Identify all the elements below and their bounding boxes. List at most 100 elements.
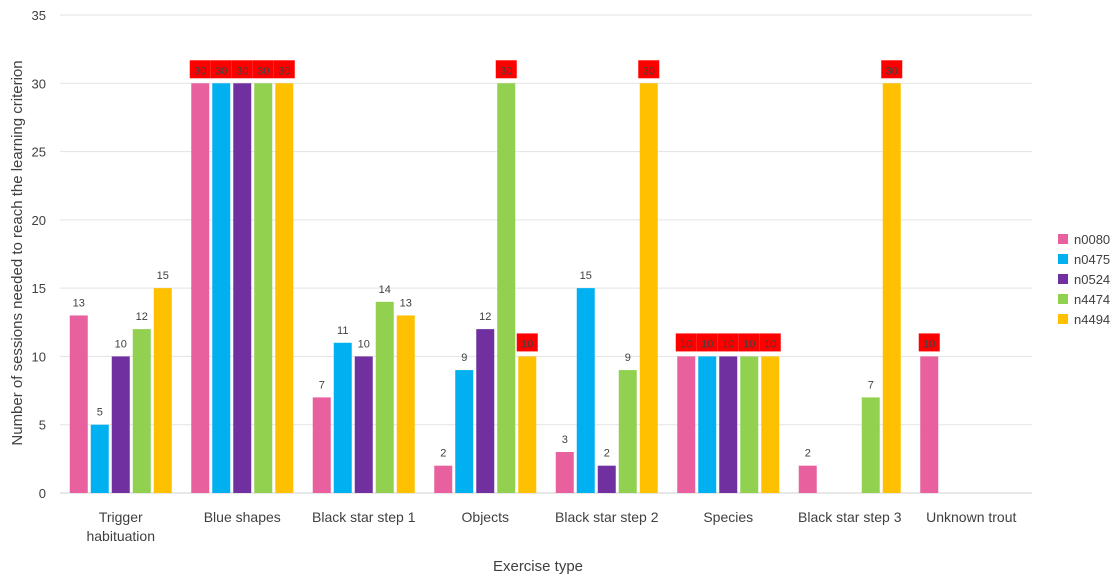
data-label: 10	[115, 338, 127, 350]
data-label: 11	[337, 325, 348, 337]
bar-n0475	[698, 356, 717, 493]
bar-n0524	[719, 356, 738, 493]
bar-n0475	[212, 83, 231, 494]
data-label: 7	[319, 379, 325, 391]
x-tick-label: Black star step 3	[798, 509, 902, 525]
data-label-highlight	[918, 333, 940, 352]
bar-n4494	[518, 356, 537, 493]
data-label: 9	[625, 352, 631, 364]
legend-label: n4474	[1074, 292, 1110, 307]
data-label-highlight	[881, 60, 903, 79]
bar-n4474	[618, 370, 637, 493]
data-label-highlight	[273, 60, 295, 79]
y-axis-title: Number of sessions needed to reach the l…	[9, 60, 26, 445]
data-label: 9	[461, 352, 467, 364]
bar-n0080	[920, 356, 939, 493]
data-label: 10	[743, 338, 755, 350]
bar-n0475	[90, 424, 109, 493]
legend-swatch	[1058, 234, 1068, 244]
legend-swatch	[1058, 254, 1068, 264]
y-tick-label: 25	[32, 145, 46, 160]
bar-n0475	[333, 342, 352, 493]
bar-n4494	[761, 356, 780, 493]
data-label: 10	[521, 338, 533, 350]
data-label: 10	[701, 338, 713, 350]
data-label-highlight	[717, 333, 739, 352]
legend-label: n0475	[1074, 252, 1110, 267]
data-label-highlight	[495, 60, 517, 79]
bar-n4474	[740, 356, 759, 493]
data-label: 13	[73, 297, 85, 309]
bar-n4474	[497, 83, 516, 494]
data-label: 30	[278, 65, 290, 77]
bar-n4494	[396, 315, 415, 493]
data-label: 10	[764, 338, 776, 350]
bar-n0080	[677, 356, 696, 493]
y-tick-label: 10	[32, 349, 46, 364]
bar-n0080	[69, 315, 88, 493]
x-axis-title: Exercise type	[493, 558, 583, 575]
data-label-highlight	[696, 333, 718, 352]
legend-label: n0524	[1074, 272, 1110, 287]
data-label: 12	[479, 311, 491, 323]
bar-n0080	[191, 83, 210, 494]
data-label: 2	[805, 448, 811, 460]
bar-n0524	[354, 356, 373, 493]
bar-n4494	[639, 83, 658, 494]
data-label-highlight	[231, 60, 253, 79]
x-tick-label: Unknown trout	[926, 509, 1016, 525]
bar-n4474	[254, 83, 273, 494]
data-label-highlight	[516, 333, 538, 352]
x-tick-label: Black star step 1	[312, 509, 416, 525]
bar-n4474	[132, 329, 151, 493]
data-label: 5	[97, 407, 103, 419]
data-label: 30	[194, 65, 206, 77]
bars	[69, 83, 939, 494]
bar-n0080	[555, 452, 574, 493]
bar-n4474	[861, 397, 880, 493]
data-label: 2	[604, 448, 610, 460]
data-label: 14	[379, 284, 391, 296]
y-tick-label: 35	[32, 8, 46, 23]
data-label: 30	[215, 65, 227, 77]
data-label: 30	[500, 65, 512, 77]
legend-label: n4494	[1074, 312, 1110, 327]
data-label: 13	[400, 297, 412, 309]
bar-n0475	[455, 370, 474, 493]
data-label: 10	[923, 338, 935, 350]
data-label: 10	[680, 338, 692, 350]
data-label: 30	[886, 65, 898, 77]
data-label-highlight	[675, 333, 697, 352]
data-label: 30	[236, 65, 248, 77]
bar-n0080	[798, 465, 817, 493]
bar-n4474	[375, 301, 394, 493]
y-tick-label: 15	[32, 281, 46, 296]
data-label-highlight	[189, 60, 211, 79]
x-tick-label: Black star step 2	[555, 509, 659, 525]
data-label: 15	[157, 270, 169, 282]
data-label: 3	[562, 434, 568, 446]
bar-n0080	[434, 465, 453, 493]
data-label: 12	[136, 311, 148, 323]
bar-n0524	[476, 329, 495, 493]
data-label: 15	[580, 270, 592, 282]
data-label-highlight	[252, 60, 274, 79]
data-label-highlight	[210, 60, 232, 79]
bar-n0080	[312, 397, 331, 493]
x-tick-label: Objects	[462, 509, 509, 525]
legend-label: n0080	[1074, 232, 1110, 247]
data-label: 10	[722, 338, 734, 350]
data-label: 30	[257, 65, 269, 77]
bar-n4494	[153, 288, 172, 493]
data-label: 2	[440, 448, 446, 460]
x-tick-label: Species	[703, 509, 753, 525]
bar-n0524	[111, 356, 130, 493]
data-label-highlight	[638, 60, 660, 79]
legend-swatch	[1058, 314, 1068, 324]
bar-n0524	[233, 83, 252, 494]
y-tick-label: 30	[32, 76, 46, 91]
x-tick-label: Trigger habituation	[86, 509, 155, 544]
y-tick-label: 20	[32, 213, 46, 228]
bar-n0524	[597, 465, 616, 493]
